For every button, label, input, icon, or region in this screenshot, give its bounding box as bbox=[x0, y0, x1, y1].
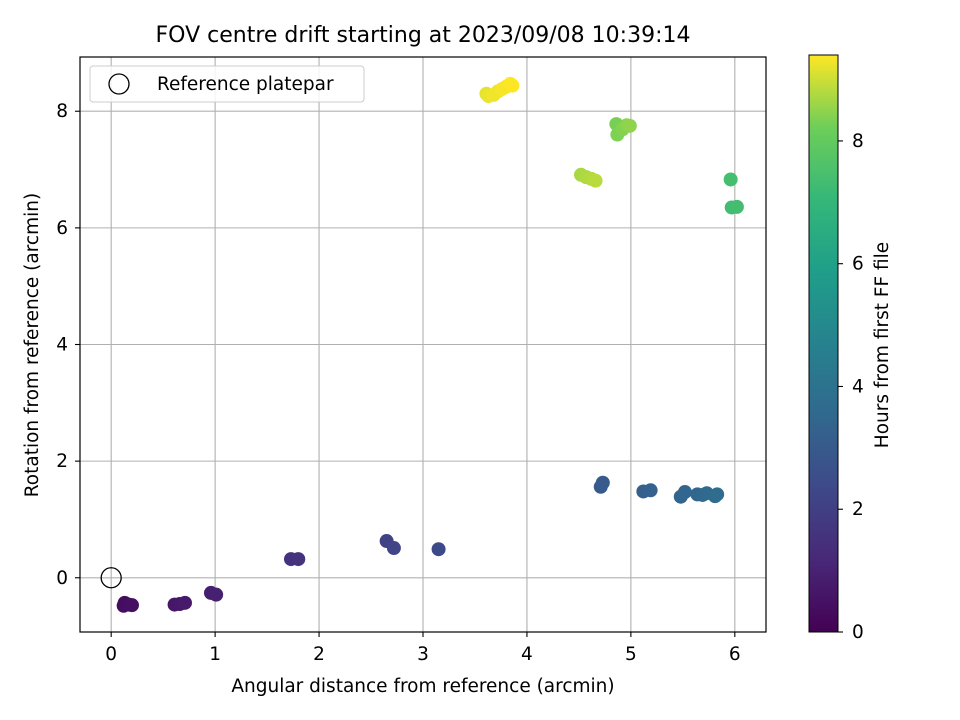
data-point bbox=[677, 485, 692, 500]
colorbar-tick-label: 6 bbox=[852, 254, 864, 275]
colorbar-tick-label: 0 bbox=[852, 622, 864, 643]
data-point bbox=[209, 587, 224, 602]
chart-title: FOV centre drift starting at 2023/09/08 … bbox=[156, 23, 691, 48]
legend-marker bbox=[108, 73, 130, 95]
data-point bbox=[177, 595, 192, 610]
x-tick-label: 3 bbox=[417, 644, 429, 665]
reference-marker bbox=[100, 567, 122, 589]
y-tick-label: 6 bbox=[56, 218, 68, 239]
x-axis-label: Angular distance from reference (arcmin) bbox=[231, 676, 614, 697]
y-tick-label: 4 bbox=[56, 335, 68, 356]
x-tick-label: 1 bbox=[209, 644, 221, 665]
data-point bbox=[710, 487, 725, 502]
y-axis-ticks: 0 2 4 6 8 bbox=[56, 101, 80, 589]
data-point bbox=[643, 483, 658, 498]
x-tick-label: 0 bbox=[105, 644, 117, 665]
reference-point bbox=[100, 567, 122, 589]
y-tick-label: 2 bbox=[56, 451, 68, 472]
data-point bbox=[124, 598, 139, 613]
data-point bbox=[291, 552, 306, 567]
data-point bbox=[595, 475, 610, 490]
y-axis-label: Rotation from reference (arcmin) bbox=[22, 193, 43, 497]
data-point bbox=[386, 541, 401, 556]
x-tick-label: 6 bbox=[729, 644, 741, 665]
legend-box bbox=[89, 65, 365, 103]
data-point bbox=[505, 78, 520, 93]
x-tick-label: 4 bbox=[521, 644, 533, 665]
colorbar-gradient bbox=[808, 54, 839, 633]
colorbar-tick-label: 8 bbox=[852, 131, 864, 152]
y-tick-label: 8 bbox=[56, 101, 68, 122]
data-point bbox=[622, 118, 637, 133]
x-axis-ticks: 0 1 2 3 4 5 6 bbox=[105, 632, 741, 665]
colorbar-ticks: 0 2 4 6 8 bbox=[838, 131, 864, 643]
data-point bbox=[729, 199, 744, 214]
colorbar: 0 2 4 6 8 Hours from first FF file bbox=[808, 54, 893, 643]
data-point bbox=[588, 173, 603, 188]
data-points bbox=[116, 76, 744, 613]
colorbar-label: Hours from first FF file bbox=[872, 242, 893, 448]
data-point bbox=[431, 542, 446, 557]
y-tick-label: 0 bbox=[56, 568, 68, 589]
x-tick-label: 2 bbox=[313, 644, 325, 665]
grid bbox=[80, 57, 766, 632]
legend: Reference platepar bbox=[89, 65, 365, 103]
colorbar-tick-label: 4 bbox=[852, 376, 864, 397]
x-tick-label: 5 bbox=[625, 644, 637, 665]
data-point bbox=[723, 172, 738, 187]
legend-entry-reference: Reference platepar bbox=[157, 74, 334, 95]
colorbar-tick-label: 2 bbox=[852, 499, 864, 520]
